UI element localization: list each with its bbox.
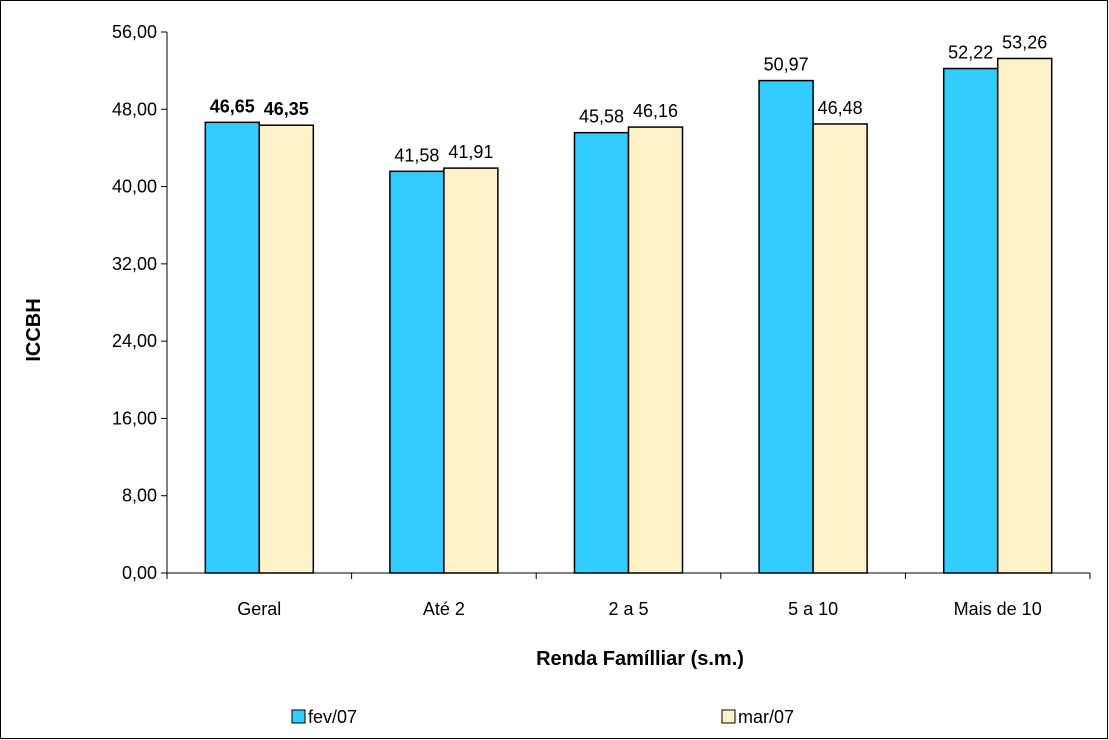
bar-mar-07: [996, 57, 1053, 574]
data-label: 46,65: [210, 96, 255, 116]
data-label: 50,97: [764, 55, 809, 75]
x-category-label: Até 2: [423, 599, 465, 619]
y-tick-label: 48,00: [112, 99, 157, 119]
legend-swatch: [721, 709, 736, 724]
bar-mar-07: [627, 126, 684, 574]
data-label: 52,22: [948, 43, 993, 63]
y-axis-title: ICCBH: [23, 298, 45, 361]
legend-label: mar/07: [738, 707, 794, 727]
data-label: 41,58: [394, 145, 439, 165]
y-tick-label: 32,00: [112, 254, 157, 274]
x-category-label: Geral: [237, 599, 281, 619]
y-tick-label: 40,00: [112, 177, 157, 197]
x-category-label: 2 a 5: [608, 599, 648, 619]
bar-mar-07: [258, 124, 315, 574]
data-labels: 46,65 46,35 41,58 41,91 45,58 46,16 50,97 46,48…: [210, 32, 1047, 165]
data-label: 46,16: [633, 101, 678, 121]
y-tick-label: 8,00: [122, 486, 157, 506]
legend-label: fev/07: [308, 707, 357, 727]
bar-fev-07: [204, 121, 261, 574]
legend-swatch: [291, 709, 306, 724]
y-tick-label: 24,00: [112, 331, 157, 351]
x-category-label: 5 a 10: [788, 599, 838, 619]
data-label: 41,91: [448, 142, 493, 162]
bar-fev-07: [758, 79, 814, 574]
bar-fev-07: [389, 170, 445, 574]
bars: [204, 57, 1053, 574]
data-label: 45,58: [579, 107, 624, 127]
data-label: 46,35: [264, 99, 309, 119]
x-category-label: Mais de 10: [954, 599, 1042, 619]
x-axis-title: Renda Famílliar (s.m.): [536, 648, 744, 670]
data-label: 46,48: [818, 98, 863, 118]
y-axis: 0,00 8,00 16,00 24,00 32,00 40,00 48,00 56,00: [112, 22, 1091, 583]
x-axis-categories: Geral Até 2 2 a 5 5 a 10 Mais de 10: [237, 599, 1041, 619]
bar-fev-07: [942, 67, 999, 574]
data-label: 53,26: [1002, 32, 1047, 52]
bar-fev-07: [573, 131, 630, 574]
bar-mar-07: [443, 167, 499, 574]
legend: fev/07 mar/07: [291, 707, 794, 727]
bar-mar-07: [812, 123, 868, 574]
y-tick-label: 56,00: [112, 22, 157, 42]
y-tick-label: 0,00: [122, 563, 157, 583]
y-tick-label: 16,00: [112, 408, 157, 428]
